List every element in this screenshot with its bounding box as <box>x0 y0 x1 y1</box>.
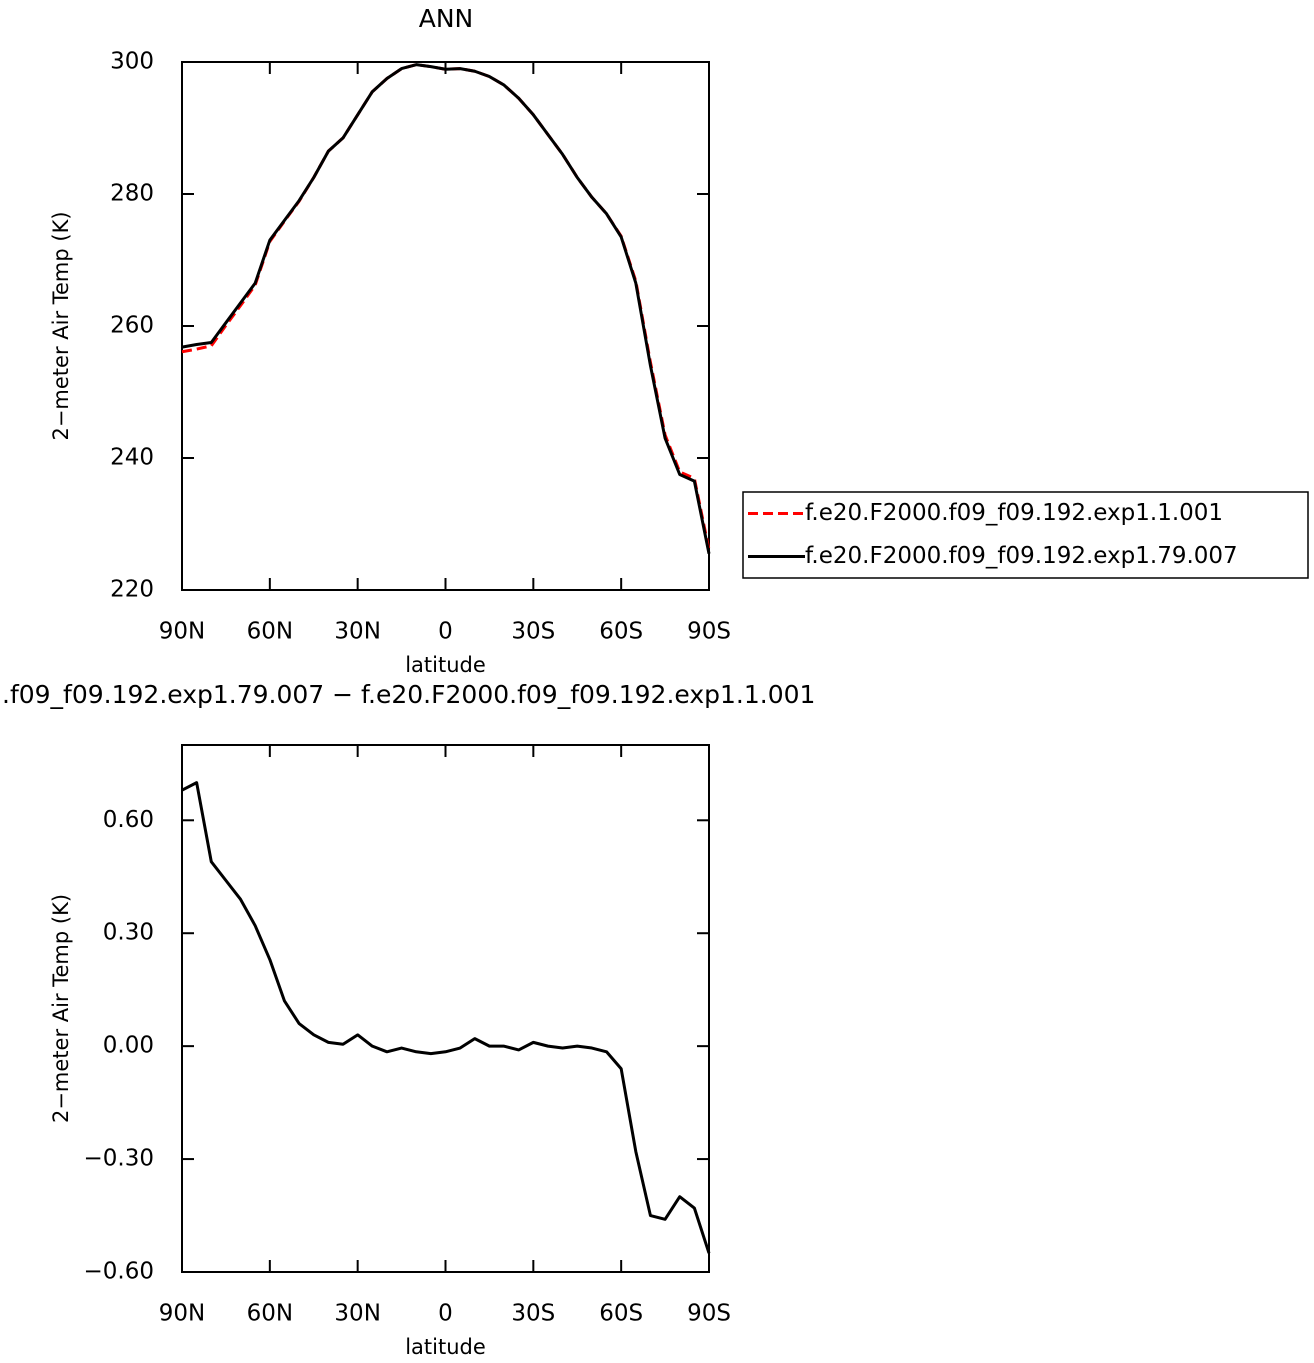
x-tick-label: 30N <box>334 619 380 645</box>
x-tick-label: 90S <box>687 1301 731 1327</box>
x-axis-label: latitude <box>405 653 486 677</box>
x-tick-label: 60S <box>599 1301 643 1327</box>
x-tick-label: 60S <box>599 619 643 645</box>
legend-label: f.e20.F2000.f09_f09.192.exp1.79.007 <box>805 543 1238 569</box>
x-tick-label: 30S <box>511 1301 555 1327</box>
x-tick-label: 60N <box>247 1301 293 1327</box>
y-tick-label: −0.30 <box>84 1146 154 1172</box>
y-tick-label: 0.60 <box>103 807 154 833</box>
y-tick-label: 280 <box>110 181 154 207</box>
y-tick-label: 0.00 <box>103 1033 154 1059</box>
data-line <box>181 63 711 554</box>
y-tick-label: 240 <box>110 445 154 471</box>
chart-title: .f09_f09.192.exp1.79.007 − f.e20.F2000.f… <box>2 680 815 709</box>
chart-title: ANN <box>419 4 474 33</box>
data-line <box>181 781 711 1254</box>
y-axis-label: 2−meter Air Temp (K) <box>49 211 73 440</box>
data-line <box>181 63 711 551</box>
x-tick-label: 30N <box>334 1301 380 1327</box>
x-tick-label: 0 <box>438 1301 453 1327</box>
x-tick-label: 90N <box>159 619 205 645</box>
y-tick-label: 220 <box>110 577 154 603</box>
y-axis-label: 2−meter Air Temp (K) <box>49 894 73 1123</box>
plot-frame <box>181 61 710 591</box>
x-tick-label: 30S <box>511 619 555 645</box>
legend-label: f.e20.F2000.f09_f09.192.exp1.1.001 <box>805 500 1223 526</box>
y-tick-label: 300 <box>110 49 154 75</box>
y-tick-label: 0.30 <box>103 920 154 946</box>
x-tick-label: 90S <box>687 619 731 645</box>
x-tick-label: 90N <box>159 1301 205 1327</box>
x-tick-label: 0 <box>438 619 453 645</box>
plot-frame <box>181 744 710 1273</box>
x-tick-label: 60N <box>247 619 293 645</box>
x-axis-label: latitude <box>405 1335 486 1359</box>
y-tick-label: −0.60 <box>84 1259 154 1285</box>
y-tick-label: 260 <box>110 313 154 339</box>
legend-box <box>742 491 1309 579</box>
